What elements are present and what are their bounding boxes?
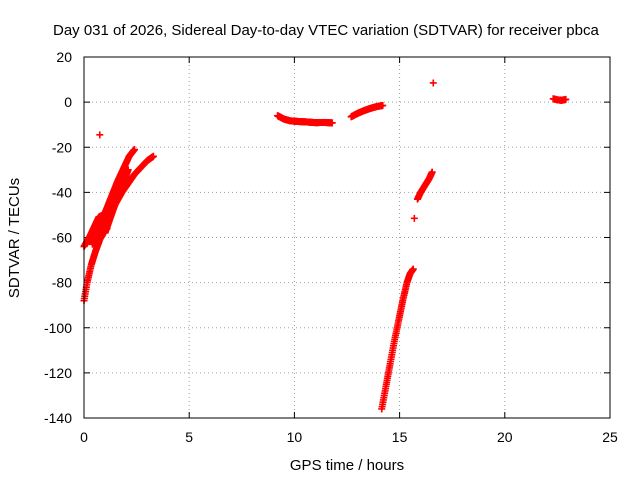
y-tick-label: 0 <box>64 94 72 110</box>
data-point <box>124 166 132 174</box>
x-tick-label: 5 <box>185 429 193 445</box>
x-axis-ticks: 0 5 10 15 20 25 <box>80 57 618 445</box>
x-axis-label: GPS time / hours <box>290 457 404 474</box>
x-tick-label: 20 <box>497 429 513 445</box>
y-tick-label: -60 <box>52 230 72 246</box>
data-point <box>428 168 436 176</box>
y-tick-label: 20 <box>56 49 72 65</box>
y-tick-label: -80 <box>52 275 72 291</box>
data-point <box>410 214 418 222</box>
y-tick-label: -20 <box>52 139 72 155</box>
y-axis-label: SDTVAR / TECUs <box>6 178 23 298</box>
x-tick-label: 25 <box>602 429 618 445</box>
y-tick-label: -120 <box>44 365 72 381</box>
data-point <box>562 95 570 103</box>
grid-lines <box>84 57 610 418</box>
data-points <box>80 79 570 413</box>
x-tick-label: 10 <box>287 429 303 445</box>
data-point <box>149 152 157 160</box>
x-tick-label: 15 <box>392 429 408 445</box>
y-tick-label: -40 <box>52 184 72 200</box>
data-point <box>328 119 336 127</box>
data-point <box>130 146 138 154</box>
chart-title: Day 031 of 2026, Sidereal Day-to-day VTE… <box>53 22 599 39</box>
data-point <box>96 131 104 139</box>
data-point <box>379 102 387 110</box>
data-point <box>429 79 437 87</box>
y-tick-label: -140 <box>44 410 72 426</box>
y-tick-label: -100 <box>44 320 72 336</box>
x-tick-label: 0 <box>80 429 88 445</box>
data-point <box>409 265 417 273</box>
plot-frame <box>83 56 611 419</box>
y-axis-ticks: -140 -120 -100 -80 -60 -40 -20 0 20 <box>44 49 610 426</box>
